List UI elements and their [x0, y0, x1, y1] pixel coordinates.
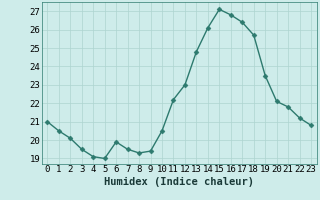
X-axis label: Humidex (Indice chaleur): Humidex (Indice chaleur) [104, 177, 254, 187]
